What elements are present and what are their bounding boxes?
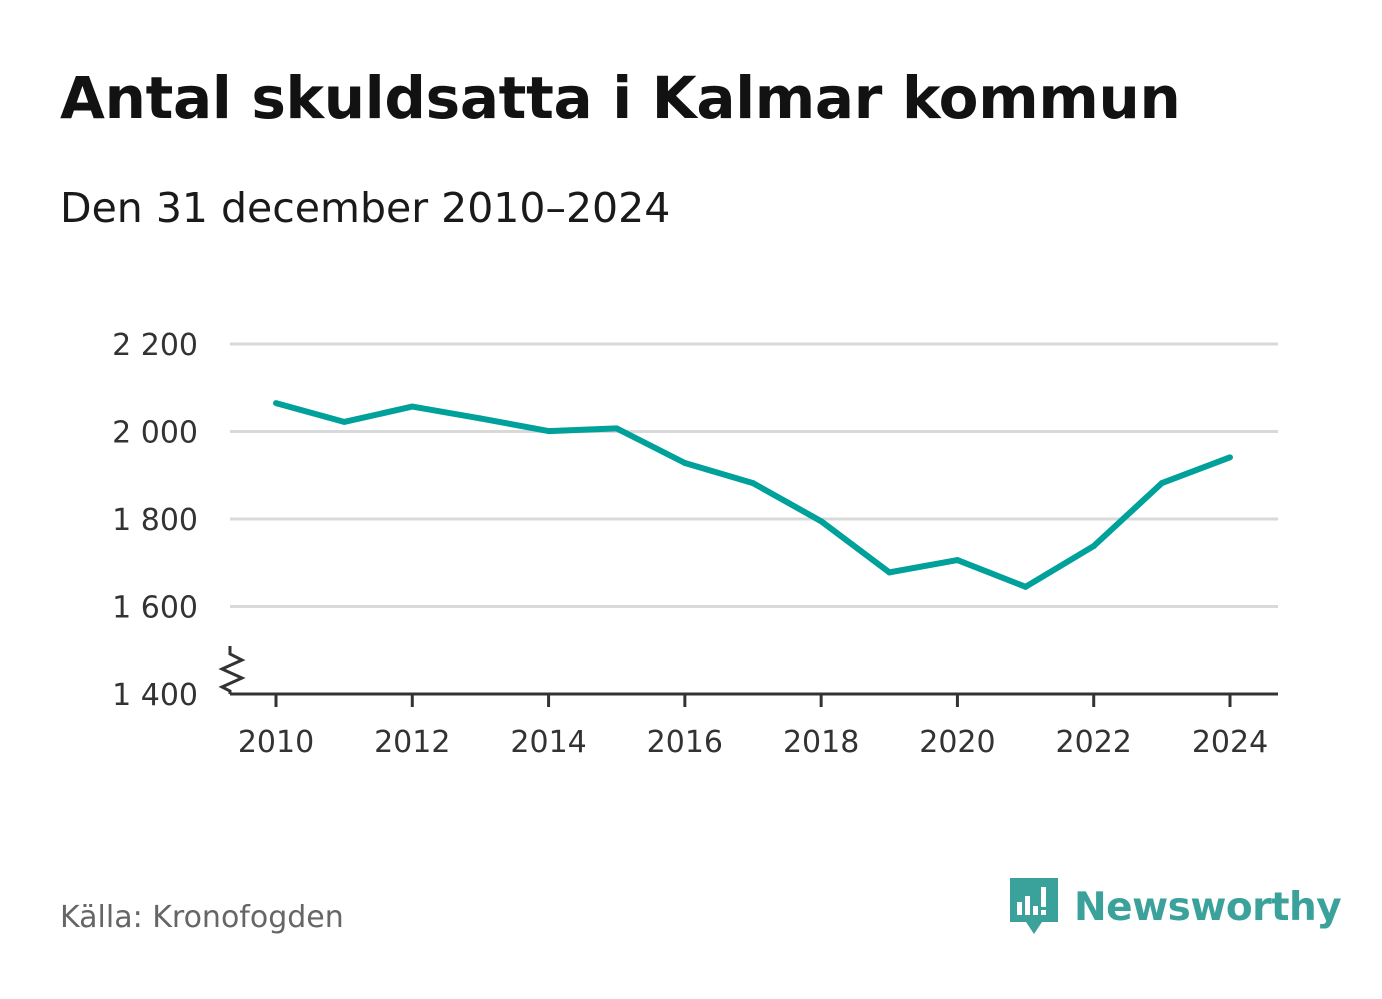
x-tick-label-2016: 2016	[647, 725, 723, 760]
y-tick-label-1800: 1 800	[112, 503, 198, 538]
newsworthy-logo-icon	[1010, 878, 1058, 934]
data-point-2016	[681, 460, 688, 466]
y-tick-label-2200: 2 200	[112, 328, 198, 363]
data-point-2023	[1158, 480, 1165, 487]
x-tick-label-2022: 2022	[1056, 725, 1132, 760]
brand-logo: Newsworthy	[1008, 876, 1342, 938]
data-point-2019	[886, 569, 893, 576]
y-axis-labels: 1 400 1 600 1 800 2 000 2 200	[112, 328, 198, 713]
data-point-2018	[818, 518, 825, 525]
x-tick-label-2010: 2010	[238, 725, 314, 760]
data-point-2021	[1022, 583, 1029, 590]
axis-break-zigzag	[218, 646, 246, 694]
x-tick-label-2024: 2024	[1192, 725, 1268, 760]
x-tick-label-2020: 2020	[919, 725, 995, 760]
data-point-2014	[545, 428, 552, 435]
chart-subtitle: Den 31 december 2010–2024	[60, 184, 671, 232]
y-tick-label-1600: 1 600	[112, 591, 198, 626]
series-layer	[273, 400, 1233, 590]
data-point-2012	[409, 403, 416, 410]
data-point-2015	[613, 425, 620, 432]
x-axis-labels: 2010 2012 2014 2016 2018 2020 2022 2024	[238, 725, 1268, 760]
x-tick-label-2012: 2012	[374, 725, 450, 760]
data-point-2020	[954, 557, 961, 564]
chart-title: Antal skuldsatta i Kalmar kommun	[60, 64, 1181, 132]
source-note: Källa: Kronofogden	[60, 900, 344, 935]
data-point-2024	[1227, 454, 1233, 461]
x-tick-label-2014: 2014	[510, 725, 586, 760]
data-point-2017	[750, 480, 756, 487]
x-axis	[230, 692, 1278, 707]
data-point-2011	[341, 418, 348, 425]
data-point-2013	[477, 415, 484, 422]
grid-lines	[230, 342, 1278, 608]
data-point-2022	[1090, 543, 1097, 550]
brand-name: Newsworthy	[1074, 884, 1342, 930]
y-tick-label-2000: 2 000	[112, 416, 198, 451]
y-tick-label-1400: 1 400	[112, 678, 198, 713]
data-point-2010	[273, 400, 279, 407]
axis-break-icon	[218, 646, 246, 694]
x-tick-label-2018: 2018	[783, 725, 859, 760]
